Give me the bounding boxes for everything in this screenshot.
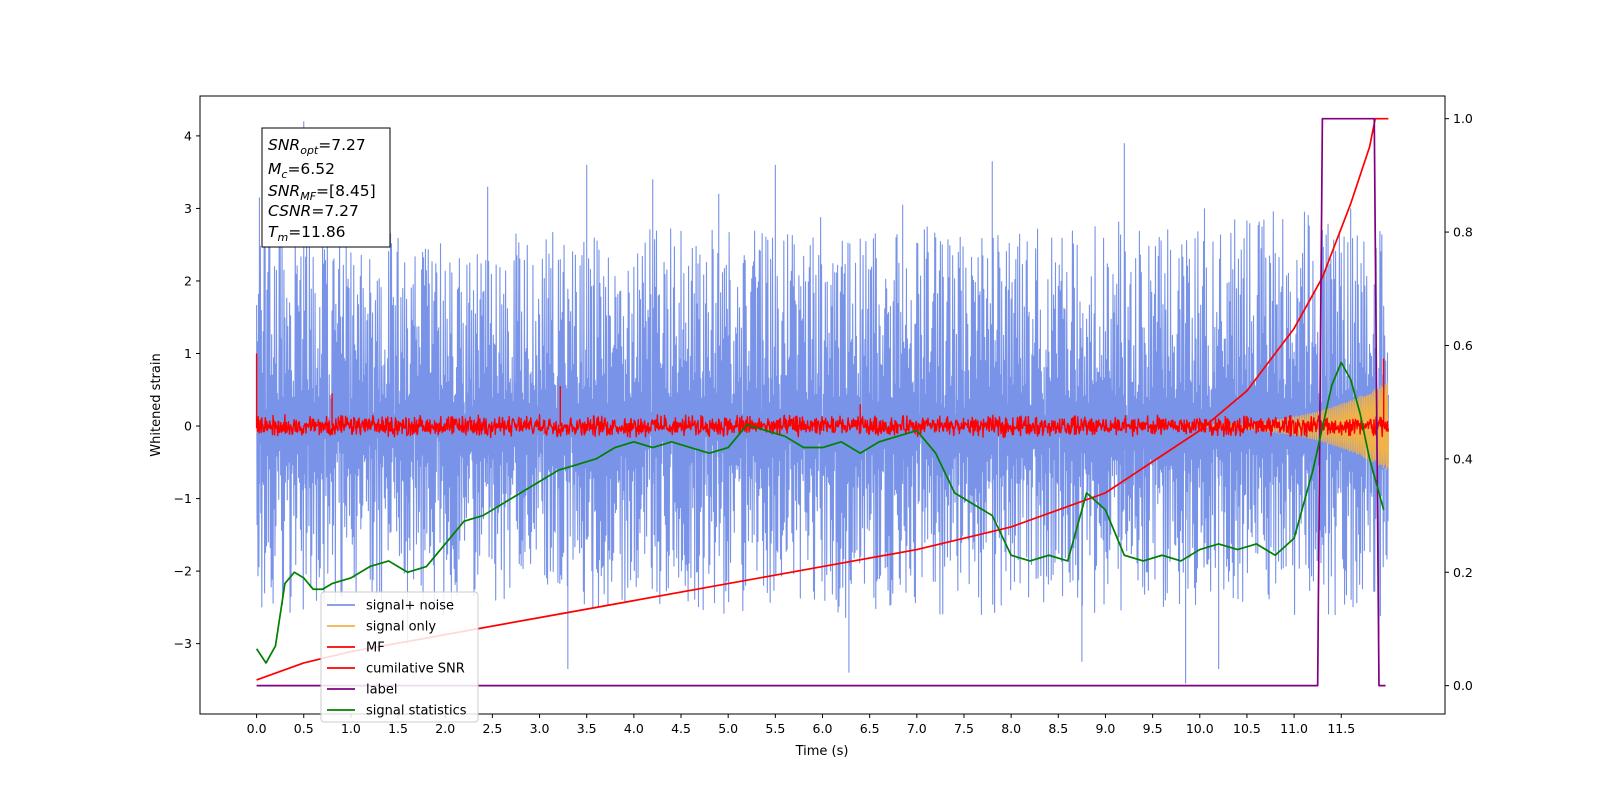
info-box: SNRopt=7.27 Mc=6.52 SNRMF=[8.45] CSNR=7.…: [261, 127, 391, 248]
info-line: SNRMF=[8.45]: [268, 182, 376, 203]
series-mf: [255, 353, 1390, 439]
x-tick-label: 3.0: [530, 721, 550, 736]
x-tick-label: 9.0: [1096, 721, 1116, 736]
x-tick-label: 2.0: [435, 721, 455, 736]
info-line: Tm=11.86: [268, 223, 346, 244]
x-tick-label: 11.5: [1327, 721, 1355, 736]
x-tick-label: 10.0: [1186, 721, 1214, 736]
x-tick-label: 4.5: [671, 721, 691, 736]
legend-label: signal statistics: [366, 704, 467, 719]
y-right-tick-label: 1.0: [1453, 111, 1473, 126]
legend-label: label: [366, 683, 397, 698]
legend-label: signal only: [366, 620, 436, 635]
x-tick-label: 10.5: [1233, 721, 1261, 736]
series-signal-statistics: [255, 361, 1385, 664]
info-line: SNRopt=7.27: [268, 136, 366, 157]
x-tick-label: 11.0: [1280, 721, 1308, 736]
legend-label: signal+ noise: [366, 599, 454, 614]
x-tick-label: 8.0: [1001, 721, 1021, 736]
y-axis-left: 4 3 2 1 0 −1 −2 −3: [174, 128, 200, 651]
x-tick-label: 7.0: [907, 721, 927, 736]
y-right-tick-label: 0.6: [1453, 338, 1473, 353]
y-right-tick-label: 0.0: [1453, 678, 1473, 693]
x-tick-label: 5.5: [765, 721, 785, 736]
legend-frame: [320, 591, 479, 723]
y-left-tick-label: 0: [184, 419, 192, 434]
y-left-tick-label: −1: [174, 491, 192, 506]
x-tick-label: 8.5: [1048, 721, 1068, 736]
x-tick-label: 1.5: [388, 721, 408, 736]
info-line: CSNR=7.27: [268, 202, 359, 220]
x-tick-label: 2.5: [482, 721, 502, 736]
y-right-tick-label: 0.8: [1453, 225, 1473, 240]
x-tick-label: 0.0: [247, 721, 267, 736]
y-left-tick-label: −2: [174, 564, 192, 579]
x-tick-label: 1.0: [341, 721, 361, 736]
y-right-tick-label: 0.4: [1453, 451, 1473, 466]
x-tick-label: 7.5: [954, 721, 974, 736]
y-axis-right: 1.0 0.8 0.6 0.4 0.2 0.0: [1445, 111, 1473, 693]
x-tick-label: 3.5: [577, 721, 597, 736]
y-left-tick-label: −3: [174, 636, 192, 651]
plot-area: [255, 117, 1390, 687]
x-tick-label: 0.5: [294, 721, 314, 736]
y-left-tick-label: 3: [184, 201, 192, 216]
x-tick-label: 6.0: [813, 721, 833, 736]
x-tick-label: 5.0: [718, 721, 738, 736]
legend-label: cumilative SNR: [366, 662, 465, 677]
x-tick-label: 6.5: [860, 721, 880, 736]
x-tick-label: 4.0: [624, 721, 644, 736]
y-left-tick-label: 1: [184, 346, 192, 361]
legend-label: MF: [366, 641, 385, 656]
info-line: Mc=6.52: [268, 160, 335, 181]
series-label: [256, 117, 1386, 687]
info-box-frame: [261, 127, 391, 248]
x-axis: 0.0 0.5 1.0 1.5 2.0 2.5 3.0 3.5 4.0 4.5 5.0 5.5 6.0 6…: [247, 714, 1355, 736]
y-right-tick-label: 0.2: [1453, 565, 1473, 580]
x-tick-label: 9.5: [1143, 721, 1163, 736]
y-left-tick-label: 4: [184, 128, 192, 143]
legend: signal+ noise signal only MF cumilative SNR…: [320, 591, 479, 723]
y-axis-label: Whitened strain: [149, 353, 164, 456]
y-left-tick-label: 2: [184, 273, 192, 288]
x-axis-label: Time (s): [795, 744, 849, 759]
